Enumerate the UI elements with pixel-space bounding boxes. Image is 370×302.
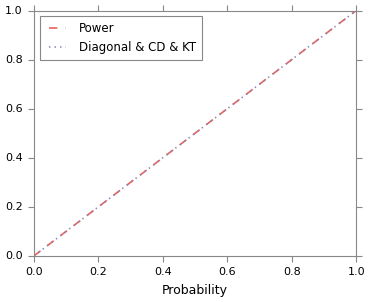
Legend: Power, Diagonal & CD & KT: Power, Diagonal & CD & KT [40,16,202,60]
Power [223,108,228,112]
Power [185,138,189,141]
Power [346,14,351,18]
X-axis label: Probability: Probability [162,284,228,297]
Diagonal & CD & KT [206,121,211,125]
Diagonal & CD & KT [346,14,351,18]
Power [296,53,300,57]
Power [354,9,359,12]
Power [32,254,36,258]
Diagonal & CD & KT [187,136,191,140]
Line: Diagonal & CD & KT: Diagonal & CD & KT [34,11,356,256]
Diagonal & CD & KT [185,138,189,141]
Diagonal & CD & KT [223,108,228,112]
Diagonal & CD & KT [296,53,300,57]
Power [206,121,211,125]
Diagonal & CD & KT [32,254,36,258]
Line: Power: Power [34,11,356,256]
Diagonal & CD & KT [354,9,359,12]
Power [187,136,191,140]
